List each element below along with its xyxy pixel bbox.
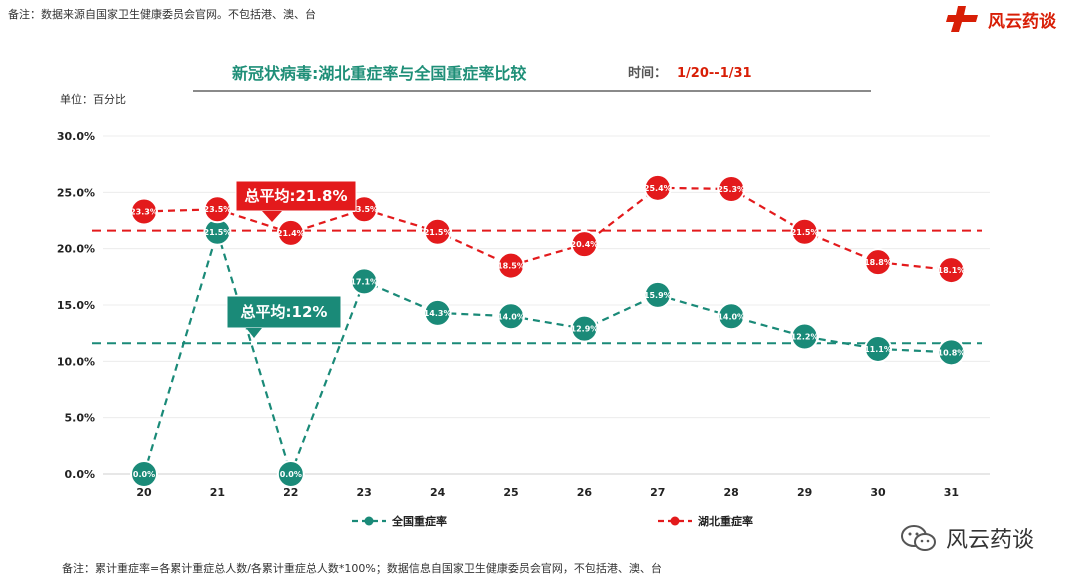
data-point	[790, 217, 819, 246]
y-tick-label: 25.0%	[57, 186, 95, 199]
data-point	[203, 195, 232, 224]
title-divider	[193, 90, 871, 92]
data-point	[276, 460, 305, 488]
x-tick-label: 31	[944, 486, 959, 499]
unit-label: 单位：百分比	[60, 93, 126, 106]
red-cross-icon	[946, 6, 978, 32]
data-label: 18.5%	[497, 262, 525, 271]
data-point	[130, 460, 158, 488]
data-label: 14.0%	[497, 312, 525, 321]
brand-logo: 风云药谈	[944, 4, 1056, 34]
data-label: 25.3%	[717, 185, 745, 194]
x-tick-label: 27	[650, 486, 665, 499]
legend-swatch-marker	[364, 516, 374, 526]
data-point	[937, 256, 966, 285]
data-label: 12.2%	[791, 333, 819, 342]
data-label: 21.5%	[424, 228, 452, 237]
average-callout: 总平均:21.8%	[235, 180, 357, 222]
y-tick-label: 5.0%	[64, 412, 95, 425]
data-label: 15.9%	[644, 291, 672, 300]
data-label: 11.1%	[864, 345, 892, 354]
legend-swatch-marker	[670, 516, 680, 526]
x-tick-label: 25	[503, 486, 518, 499]
data-point	[570, 314, 599, 343]
data-label: 10.8%	[938, 348, 966, 357]
time-range: 时间： 1/20--1/31	[628, 62, 752, 81]
data-point	[497, 251, 525, 280]
data-label: 23.5%	[350, 205, 378, 214]
data-point	[937, 338, 966, 367]
data-label: 12.9%	[571, 325, 599, 334]
y-tick-label: 20.0%	[57, 243, 95, 256]
y-tick-label: 0.0%	[64, 468, 95, 481]
x-tick-label: 23	[357, 486, 372, 499]
data-label: 0.0%	[133, 470, 155, 479]
legend-label: 全国重症率	[391, 514, 447, 528]
x-tick-label: 20	[136, 486, 152, 499]
x-tick-label: 22	[283, 486, 298, 499]
data-label: 25.4%	[644, 184, 672, 193]
data-point	[864, 334, 892, 363]
data-label: 23.5%	[204, 205, 232, 214]
data-point	[497, 302, 525, 331]
x-tick-label: 21	[210, 486, 225, 499]
data-point	[276, 218, 305, 247]
x-tick-label: 30	[870, 486, 886, 499]
y-tick-label: 15.0%	[57, 299, 95, 312]
data-label: 21.4%	[277, 229, 305, 238]
x-tick-label: 26	[577, 486, 593, 499]
data-point	[643, 280, 672, 309]
data-label: 21.5%	[204, 228, 232, 237]
average-callout: 总平均:12%	[226, 295, 342, 338]
callout-label: 总平均:12%	[241, 303, 328, 321]
data-label: 23.3%	[130, 207, 158, 216]
data-label: 20.4%	[571, 240, 599, 249]
data-label: 14.3%	[424, 309, 452, 318]
data-point	[864, 248, 892, 277]
data-label: 14.0%	[717, 312, 745, 321]
data-point	[350, 267, 379, 296]
data-label: 0.0%	[280, 470, 302, 479]
data-label: 18.1%	[938, 266, 966, 275]
y-tick-label: 10.0%	[57, 355, 95, 368]
data-label: 21.5%	[791, 228, 819, 237]
x-tick-label: 28	[724, 486, 739, 499]
data-point	[130, 197, 158, 226]
data-point	[643, 173, 672, 202]
data-label: 17.1%	[350, 277, 378, 286]
callout-box	[235, 180, 357, 212]
callout-pointer	[246, 328, 262, 338]
time-label: 时间：	[628, 66, 668, 81]
data-point	[570, 230, 599, 259]
wechat-watermark: 风云药谈	[900, 522, 1034, 554]
data-point	[423, 217, 452, 246]
data-point	[717, 174, 746, 203]
x-tick-label: 29	[797, 486, 812, 499]
callout-pointer	[262, 211, 282, 222]
time-value: 1/20--1/31	[677, 66, 752, 81]
data-point	[790, 322, 819, 351]
series-line	[142, 227, 952, 478]
callout-label: 总平均:21.8%	[244, 187, 347, 205]
data-point	[423, 298, 452, 327]
footnote: 备注：累计重症率=各累计重症总人数/各累计重症总人数*100%；数据信息自国家卫…	[62, 562, 662, 575]
source-note: 备注：数据来源自国家卫生健康委员会官网。不包括港、澳、台	[8, 8, 316, 21]
brand-name: 风云药谈	[988, 11, 1056, 32]
chart-title: 新冠状病毒:湖北重症率与全国重症率比较	[232, 64, 527, 83]
x-tick-label: 24	[430, 486, 446, 499]
wechat-icon	[901, 525, 936, 551]
watermark-text: 风云药谈	[946, 528, 1035, 553]
data-label: 18.8%	[864, 258, 892, 267]
legend-label: 湖北重症率	[698, 514, 753, 528]
data-point	[717, 302, 746, 331]
callout-box	[226, 295, 342, 329]
y-tick-label: 30.0%	[57, 130, 95, 143]
